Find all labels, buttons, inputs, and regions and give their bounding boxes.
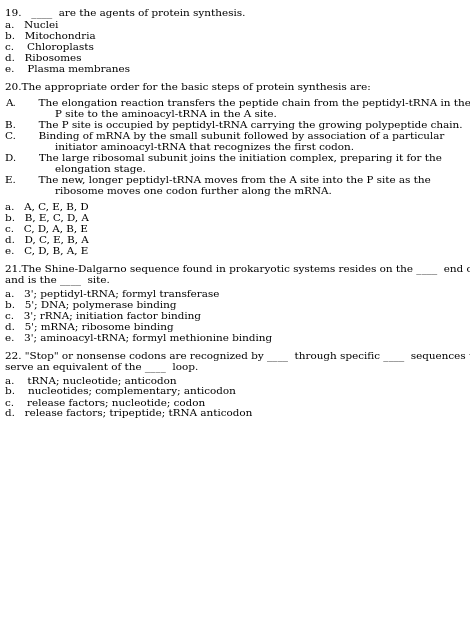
Text: 21.The Shine-Dalgarno sequence found in prokaryotic systems resides on the ____ : 21.The Shine-Dalgarno sequence found in … (5, 264, 470, 274)
Text: d.   Ribosomes: d. Ribosomes (5, 54, 81, 63)
Text: and is the ____  site.: and is the ____ site. (5, 275, 110, 285)
Text: d.   5'; mRNA; ribosome binding: d. 5'; mRNA; ribosome binding (5, 323, 173, 332)
Text: elongation stage.: elongation stage. (55, 165, 146, 174)
Text: a.   Nuclei: a. Nuclei (5, 21, 58, 30)
Text: P site to the aminoacyl-tRNA in the A site.: P site to the aminoacyl-tRNA in the A si… (55, 110, 277, 119)
Text: B.       The P site is occupied by peptidyl-tRNA carrying the growing polypeptid: B. The P site is occupied by peptidyl-tR… (5, 121, 462, 130)
Text: b.   B, E, C, D, A: b. B, E, C, D, A (5, 214, 89, 223)
Text: ribosome moves one codon further along the mRNA.: ribosome moves one codon further along t… (55, 187, 332, 196)
Text: b.   Mitochondria: b. Mitochondria (5, 32, 95, 41)
Text: C.       Binding of mRNA by the small subunit followed by association of a parti: C. Binding of mRNA by the small subunit … (5, 132, 444, 141)
Text: 19.   ____  are the agents of protein synthesis.: 19. ____ are the agents of protein synth… (5, 8, 245, 18)
Text: D.       The large ribosomal subunit joins the initiation complex, preparing it : D. The large ribosomal subunit joins the… (5, 154, 442, 163)
Text: e.   3'; aminoacyl-tRNA; formyl methionine binding: e. 3'; aminoacyl-tRNA; formyl methionine… (5, 334, 272, 343)
Text: 20.The appropriate order for the basic steps of protein synthesis are:: 20.The appropriate order for the basic s… (5, 83, 371, 92)
Text: d.   D, C, E, B, A: d. D, C, E, B, A (5, 236, 89, 245)
Text: serve an equivalent of the ____  loop.: serve an equivalent of the ____ loop. (5, 362, 198, 372)
Text: e.    Plasma membranes: e. Plasma membranes (5, 65, 130, 74)
Text: initiator aminoacyl-tRNA that recognizes the first codon.: initiator aminoacyl-tRNA that recognizes… (55, 143, 354, 152)
Text: 22. "Stop" or nonsense codons are recognized by ____  through specific ____  seq: 22. "Stop" or nonsense codons are recogn… (5, 351, 470, 360)
Text: b.    nucleotides; complementary; anticodon: b. nucleotides; complementary; anticodon (5, 387, 236, 396)
Text: c.   C, D, A, B, E: c. C, D, A, B, E (5, 225, 88, 234)
Text: c.    release factors; nucleotide; codon: c. release factors; nucleotide; codon (5, 398, 205, 407)
Text: c.   3'; rRNA; initiation factor binding: c. 3'; rRNA; initiation factor binding (5, 312, 201, 321)
Text: b.   5'; DNA; polymerase binding: b. 5'; DNA; polymerase binding (5, 301, 177, 310)
Text: E.       The new, longer peptidyl-tRNA moves from the A site into the P site as : E. The new, longer peptidyl-tRNA moves f… (5, 176, 431, 185)
Text: d.   release factors; tripeptide; tRNA anticodon: d. release factors; tripeptide; tRNA ant… (5, 409, 252, 418)
Text: a.    tRNA; nucleotide; anticodon: a. tRNA; nucleotide; anticodon (5, 376, 177, 385)
Text: e.   C, D, B, A, E: e. C, D, B, A, E (5, 247, 88, 256)
Text: A.       The elongation reaction transfers the peptide chain from the peptidyl-t: A. The elongation reaction transfers the… (5, 99, 470, 108)
Text: a.   A, C, E, B, D: a. A, C, E, B, D (5, 203, 89, 212)
Text: a.   3'; peptidyl-tRNA; formyl transferase: a. 3'; peptidyl-tRNA; formyl transferase (5, 290, 219, 299)
Text: c.    Chloroplasts: c. Chloroplasts (5, 43, 94, 52)
